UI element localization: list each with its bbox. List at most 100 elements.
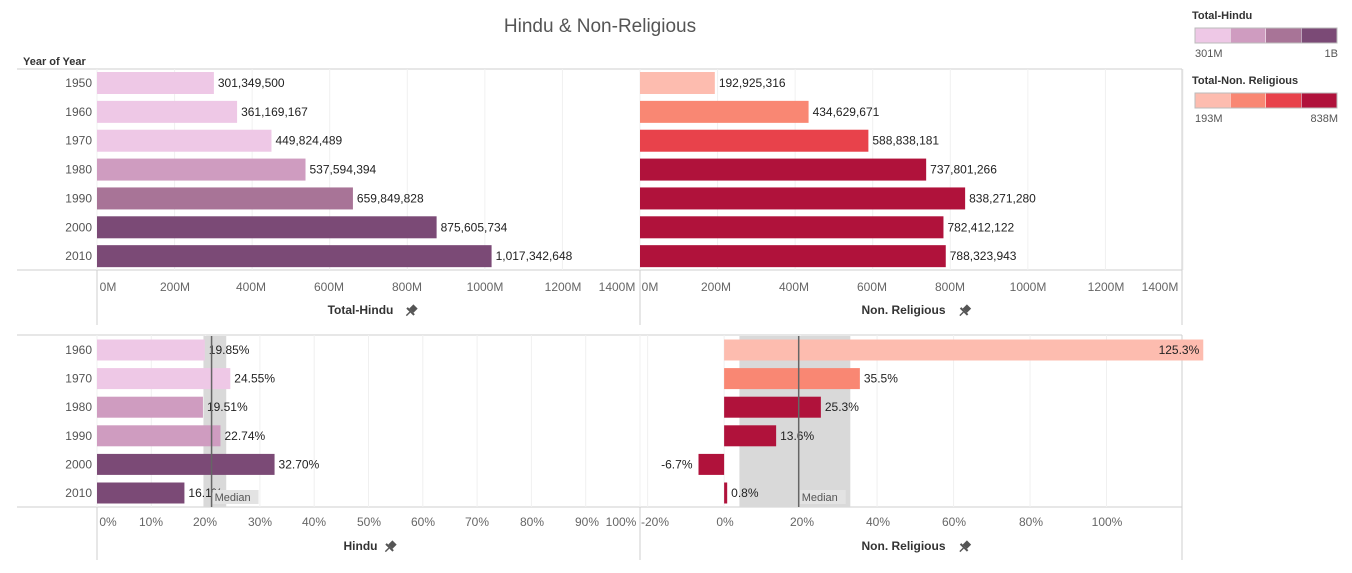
median-label: Median xyxy=(215,492,251,504)
bar-total-non-religious-1980[interactable] xyxy=(640,158,927,181)
data-label: 537,594,394 xyxy=(310,163,377,177)
bar-total-non-religious-1960[interactable] xyxy=(640,100,809,123)
x-axis-title: Non. Religious xyxy=(862,303,946,317)
bar-total-hindu-2000[interactable] xyxy=(97,216,437,239)
x-tick-label: 100% xyxy=(606,515,637,529)
bar-hindu-growth-1970[interactable] xyxy=(97,368,231,390)
year-label: 1960 xyxy=(65,105,92,119)
x-tick-label: 600M xyxy=(314,280,344,294)
legend-min-label: 301M xyxy=(1195,48,1223,60)
data-label: 192,925,316 xyxy=(719,76,786,90)
data-label: 659,849,828 xyxy=(357,191,424,205)
bar-total-non-religious-1970[interactable] xyxy=(640,129,869,152)
x-tick-label: 20% xyxy=(193,515,217,529)
pin-icon[interactable] xyxy=(956,539,972,555)
year-label: 2000 xyxy=(65,457,92,471)
bar-non-religious-growth-1960[interactable] xyxy=(724,339,1204,361)
data-label: 35.5% xyxy=(864,372,898,386)
pin-head xyxy=(409,304,418,313)
legend-swatch xyxy=(1301,93,1337,108)
pin-base xyxy=(406,307,415,316)
pin-icon[interactable] xyxy=(956,303,972,319)
bar-non-religious-growth-2010[interactable] xyxy=(724,482,728,504)
legend-swatch xyxy=(1195,28,1230,43)
year-label: 2000 xyxy=(65,220,92,234)
data-label: 13.6% xyxy=(780,429,814,443)
x-tick-label: 80% xyxy=(1019,515,1043,529)
bar-total-hindu-1990[interactable] xyxy=(97,187,353,210)
x-axis-title: Hindu xyxy=(344,539,378,553)
data-label: 788,323,943 xyxy=(950,249,1017,263)
bar-non-religious-growth-1970[interactable] xyxy=(724,368,860,390)
x-tick-label: 40% xyxy=(866,515,890,529)
row-header: Year of Year xyxy=(23,56,87,68)
year-label: 1990 xyxy=(65,191,92,205)
data-label: 32.70% xyxy=(279,457,320,471)
legend-title: Total-Non. Religious xyxy=(1192,75,1298,87)
bar-hindu-growth-1960[interactable] xyxy=(97,339,205,361)
pin-icon[interactable] xyxy=(403,303,419,319)
x-tick-label: -20% xyxy=(641,515,669,529)
data-label: 737,801,266 xyxy=(930,163,997,177)
data-label: 24.55% xyxy=(234,372,275,386)
median-label-bg xyxy=(799,490,846,504)
pin-needle xyxy=(959,547,964,553)
x-tick-label: 400M xyxy=(779,280,809,294)
bar-total-hindu-1970[interactable] xyxy=(97,129,272,152)
year-label: 2010 xyxy=(65,486,92,500)
median-band xyxy=(203,336,227,507)
x-axis-title: Non. Religious xyxy=(862,539,946,553)
x-tick-label: 20% xyxy=(790,515,814,529)
x-tick-label: 90% xyxy=(575,515,599,529)
bar-total-non-religious-1990[interactable] xyxy=(640,187,966,210)
bar-hindu-growth-2010[interactable] xyxy=(97,482,185,504)
x-tick-label: 50% xyxy=(357,515,381,529)
x-axis-title: Total-Hindu xyxy=(328,303,394,317)
pin-head xyxy=(962,540,972,549)
bar-total-hindu-2010[interactable] xyxy=(97,245,492,268)
median-label-bg xyxy=(212,490,259,504)
x-tick-label: 800M xyxy=(392,280,422,294)
data-label: 19.85% xyxy=(209,343,250,357)
bar-total-hindu-1960[interactable] xyxy=(97,100,238,123)
bar-hindu-growth-1980[interactable] xyxy=(97,396,203,418)
legend-swatch xyxy=(1195,93,1230,108)
data-label: 361,169,167 xyxy=(241,105,308,119)
x-tick-label: 0% xyxy=(99,515,117,529)
bar-total-non-religious-1950[interactable] xyxy=(640,72,715,94)
data-label: 19.51% xyxy=(207,400,248,414)
bar-non-religious-growth-1980[interactable] xyxy=(724,396,821,418)
legend-swatch xyxy=(1230,28,1266,43)
bar-total-hindu-1950[interactable] xyxy=(97,72,214,94)
panel-non-religious-growth: 125.3% 35.5% 25.3% 13.6% -6.7% 0.8% Median -20%… xyxy=(641,335,1204,555)
bar-total-hindu-1980[interactable] xyxy=(97,158,306,181)
bar-total-non-religious-2000[interactable] xyxy=(640,216,944,239)
x-tick-label: 1200M xyxy=(545,280,582,294)
bar-hindu-growth-1990[interactable] xyxy=(97,425,221,447)
bar-hindu-growth-2000[interactable] xyxy=(97,453,275,475)
bar-non-religious-growth-1990[interactable] xyxy=(724,425,777,447)
x-tick-label: 1000M xyxy=(467,280,504,294)
x-tick-label: 0% xyxy=(716,515,734,529)
x-tick-label: 800M xyxy=(935,280,965,294)
data-label: 1,017,342,648 xyxy=(496,249,573,263)
x-tick-label: 400M xyxy=(236,280,266,294)
legend-max-label: 838M xyxy=(1310,113,1338,125)
bar-total-non-religious-2010[interactable] xyxy=(640,245,946,268)
color-legends: Total-Hindu 301M 1B Total-Non. Religious 193… xyxy=(1192,10,1338,125)
pin-icon[interactable] xyxy=(382,539,398,555)
year-label: 1990 xyxy=(65,429,92,443)
x-tick-label: 1400M xyxy=(1142,280,1179,294)
data-label: 782,412,122 xyxy=(947,220,1014,234)
legend-swatch-border xyxy=(1194,27,1338,44)
data-label: 25.3% xyxy=(825,400,859,414)
bar-non-religious-growth-2000[interactable] xyxy=(698,453,725,475)
year-label: 2010 xyxy=(65,249,92,263)
legend-max-label: 1B xyxy=(1325,48,1338,60)
pin-needle xyxy=(959,311,964,317)
legend-swatch xyxy=(1266,28,1301,43)
data-label: 588,838,181 xyxy=(872,134,939,148)
year-label: 1980 xyxy=(65,163,92,177)
median-label: Median xyxy=(802,492,838,504)
